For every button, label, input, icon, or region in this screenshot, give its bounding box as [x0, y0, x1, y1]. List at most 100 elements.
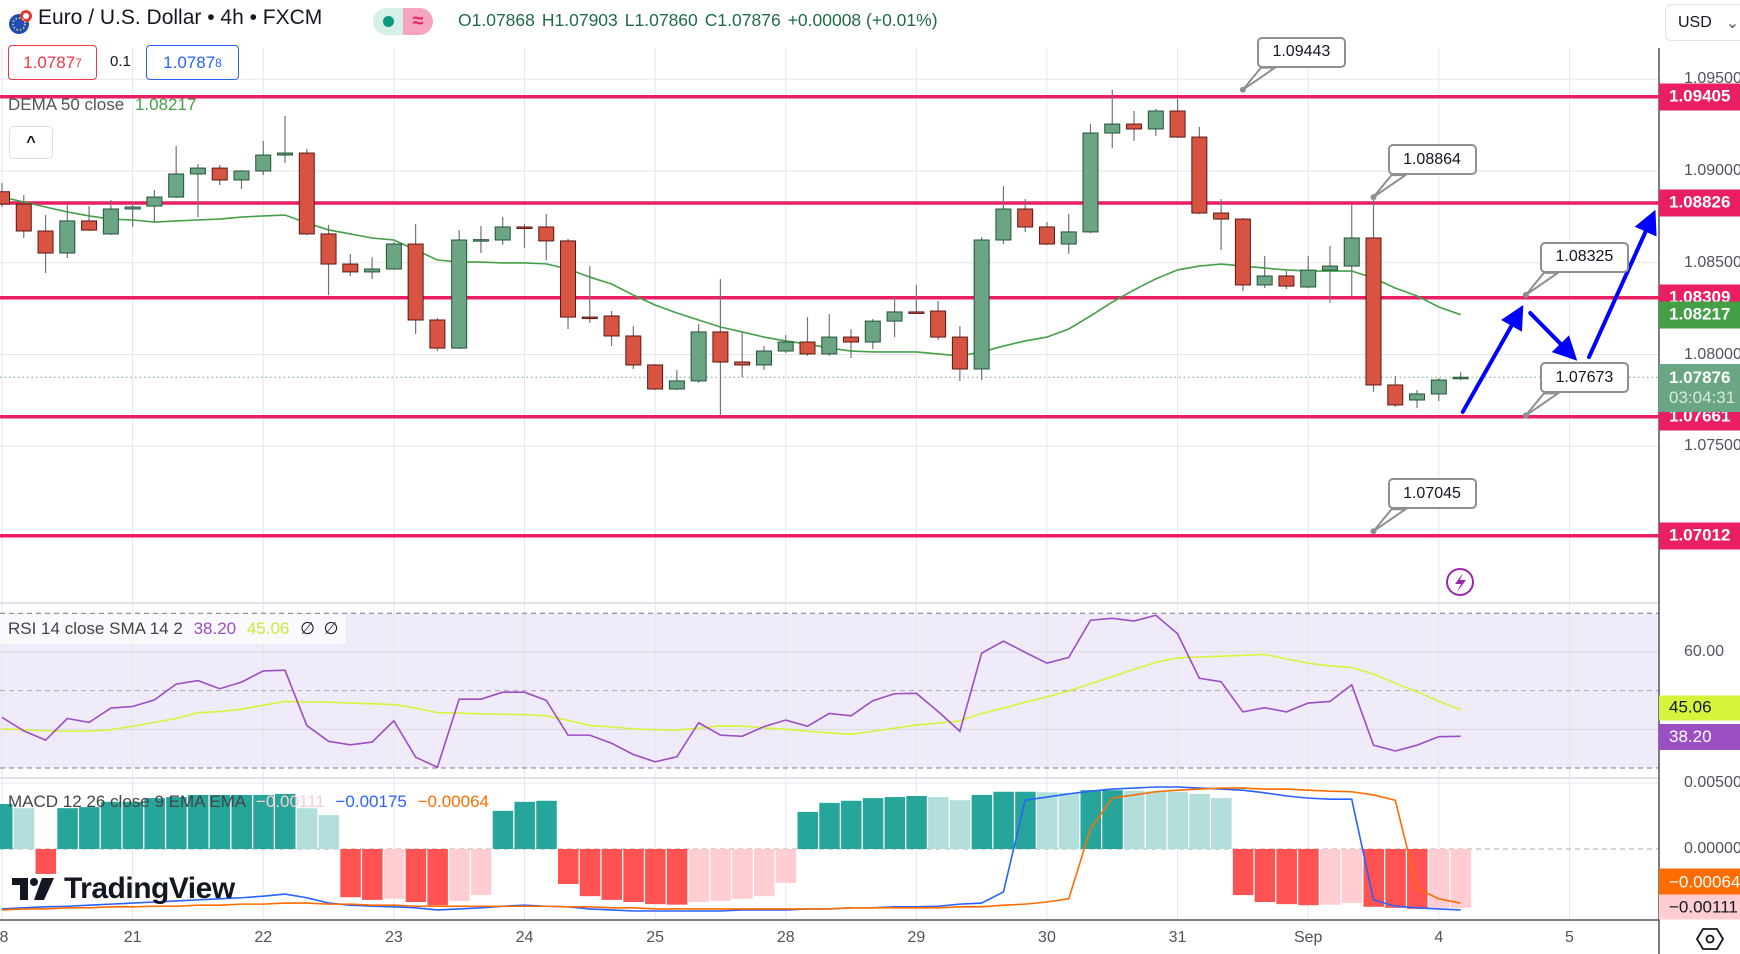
candle-down	[81, 220, 98, 231]
time-tick-label: 31	[1168, 929, 1187, 946]
price-callout[interactable]: 1.08325	[1539, 241, 1629, 273]
candle-up	[690, 331, 707, 382]
macd-histogram-bar	[253, 794, 274, 849]
time-tick-label: 5	[1564, 929, 1574, 946]
macd-histogram-bar	[492, 810, 514, 849]
candle-down	[320, 233, 337, 265]
candle-down	[1017, 208, 1034, 228]
rsi-sma-price-label: 45.06	[1659, 695, 1740, 721]
macd-histogram-bar	[340, 849, 361, 898]
candle-up	[255, 154, 272, 172]
ohlc-readout: O1.07868 H1.07903 L1.07860 C1.07876 +0.00008…	[458, 10, 945, 31]
macd-histogram-bar	[1385, 849, 1406, 908]
callout-pointer	[1525, 271, 1562, 296]
price-tick-label: 1.09500	[1684, 70, 1740, 88]
macd-histogram-bar	[514, 801, 535, 849]
callout-anchor[interactable]	[1522, 412, 1529, 419]
candle-up	[1300, 269, 1317, 288]
macd-histogram-bar	[732, 849, 753, 899]
spread-value: 0.1	[110, 53, 131, 70]
macd-tick-label: 0.00000	[1684, 840, 1740, 857]
candle-down	[843, 336, 860, 343]
candle-down	[538, 226, 555, 242]
candle-up	[189, 167, 206, 175]
candle-down	[603, 315, 620, 337]
candle-up	[1104, 123, 1121, 134]
rsi-legend[interactable]: RSI 14 close SMA 14 2 38.20 45.06 ∅ ∅	[0, 614, 347, 644]
macd-histogram-bar	[558, 849, 579, 884]
market-status-pill[interactable]: ≈	[373, 8, 433, 35]
callout-anchor[interactable]	[1370, 194, 1377, 201]
macd-histogram-bar	[710, 849, 731, 901]
macd-histogram-bar	[1036, 792, 1058, 849]
market-open-icon	[373, 8, 403, 35]
candle-up	[864, 320, 881, 343]
macd-histogram-bar	[841, 800, 862, 849]
price-callout[interactable]: 1.07045	[1387, 478, 1477, 510]
candle-up	[668, 380, 685, 390]
macd-signal-line	[1, 787, 1461, 911]
bar-countdown: 03:04:31	[1669, 388, 1736, 408]
price-callout[interactable]: 1.09443	[1256, 36, 1346, 68]
open-value: O1.07868	[458, 10, 535, 30]
trend-arrow[interactable]	[1587, 209, 1657, 360]
dema-legend[interactable]: DEMA 50 close 1.08217	[8, 95, 196, 115]
trend-arrow[interactable]	[1528, 311, 1578, 361]
candle-down	[37, 230, 54, 254]
macd-histogram-bar	[862, 798, 884, 849]
candle-up	[233, 170, 250, 181]
settings-icon[interactable]	[1696, 926, 1724, 952]
callout-anchor[interactable]	[1239, 86, 1246, 93]
symbol-title[interactable]: Euro / U.S. Dollar • 4h • FXCM	[38, 6, 323, 29]
macd-histogram-bar	[35, 849, 57, 874]
candle-down	[342, 263, 359, 273]
time-tick-label: Sep	[1293, 929, 1323, 946]
macd-legend-name: MACD 12 26 close 9 EMA EMA	[8, 792, 246, 811]
callout-anchor[interactable]	[1522, 291, 1529, 298]
macd-histogram-bar	[775, 849, 797, 883]
candle-up	[1060, 231, 1077, 245]
rsi-sma-line	[1, 653, 1461, 736]
macd-histogram-bar	[1428, 849, 1450, 908]
candle-down	[712, 331, 729, 363]
candle-up	[886, 311, 903, 322]
time-tick-label: 4	[1434, 929, 1444, 946]
macd-histogram-bar	[427, 849, 448, 906]
candle-down	[1365, 237, 1382, 386]
price-callout[interactable]: 1.07673	[1539, 362, 1629, 394]
time-tick-label: 24	[515, 929, 534, 946]
macd-histogram-bar	[623, 849, 644, 902]
macd-histogram-bar	[1189, 793, 1210, 849]
collapse-legend-button[interactable]: ^	[9, 126, 53, 159]
macd-histogram-bar	[906, 796, 927, 849]
macd-histogram-bar	[1211, 798, 1232, 849]
tradingview-logo[interactable]: TradingView	[12, 872, 235, 906]
level-price-label: 1.09405	[1659, 83, 1740, 111]
time-tick-label: 25	[646, 929, 664, 946]
candle-up	[1082, 132, 1099, 233]
candle-up	[59, 220, 76, 254]
trend-arrow[interactable]	[1460, 304, 1524, 414]
buy-button[interactable]: 1.0787 8	[146, 45, 239, 80]
currency-select[interactable]: USD ⌄	[1665, 4, 1740, 41]
macd-histogram-bar	[187, 794, 209, 849]
eur-usd-flag-icon	[9, 10, 32, 34]
lightning-icon[interactable]	[1446, 568, 1474, 596]
candle-down	[15, 203, 32, 232]
macd-histogram-bar	[666, 849, 688, 905]
macd-histogram-bar	[449, 849, 470, 901]
high-value: H1.07903	[541, 10, 618, 30]
price-callout[interactable]: 1.08864	[1387, 144, 1477, 176]
sell-button[interactable]: 1.0787 7	[8, 45, 97, 80]
macd-histogram-bar	[1450, 849, 1472, 908]
callout-anchor[interactable]	[1370, 528, 1377, 535]
callout-pointer	[1242, 66, 1279, 91]
rsi-extra-2: ∅	[323, 619, 339, 638]
time-tick-label: 30	[1038, 929, 1056, 946]
macd-legend[interactable]: MACD 12 26 close 9 EMA EMA −0.00111 −0.0…	[8, 792, 489, 812]
callout-pointer	[1525, 392, 1562, 417]
macd-histogram-bar	[688, 849, 710, 902]
candle-up	[1256, 275, 1273, 286]
candle-up	[472, 239, 489, 242]
